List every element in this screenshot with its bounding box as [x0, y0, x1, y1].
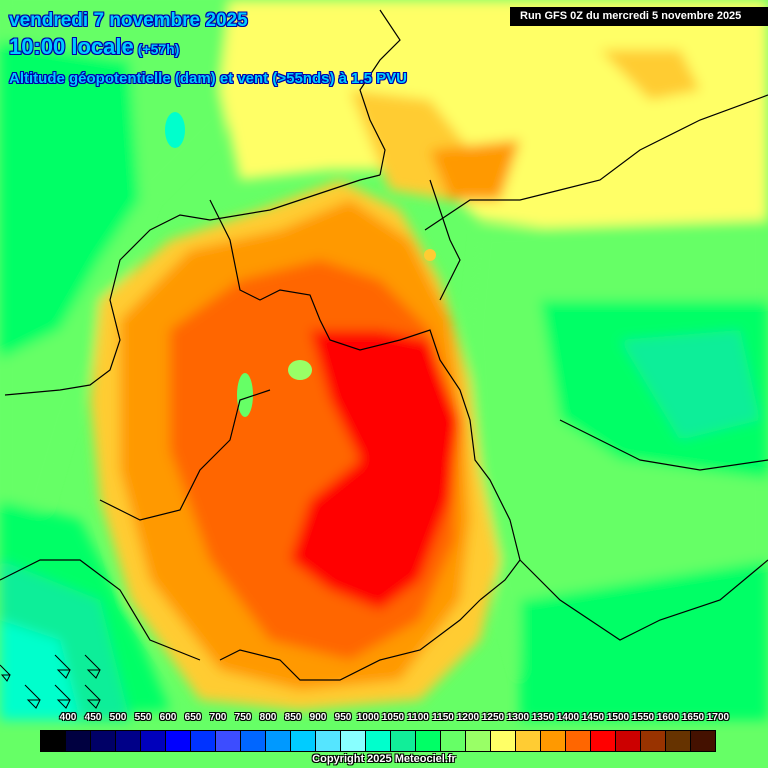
colorbar-label: 400: [59, 712, 77, 723]
forecast-time: 10:00 locale (+57h): [9, 34, 179, 60]
colorbar-label: 1100: [407, 712, 429, 723]
colorbar-label: 800: [259, 712, 277, 723]
colorbar-label: 900: [309, 712, 327, 723]
colorbar-cell: [566, 731, 591, 751]
colorbar-cell: [341, 731, 366, 751]
colorbar-label: 1350: [531, 712, 555, 723]
colorbar-cell: [166, 731, 191, 751]
colorbar-label: 1400: [556, 712, 580, 723]
colorbar-cell: [466, 731, 491, 751]
copyright: Copyright 2025 Meteociel.fr: [312, 753, 456, 765]
colorbar-label: 500: [109, 712, 127, 723]
colorbar-label: 1250: [481, 712, 505, 723]
colorbar-label: 1450: [581, 712, 605, 723]
colorbar-cell: [316, 731, 341, 751]
forecast-lead-time: (+57h): [137, 41, 180, 57]
colorbar-cell: [291, 731, 316, 751]
colorbar-label: 1700: [706, 712, 730, 723]
colorbar-label: 650: [184, 712, 202, 723]
colorbar-cell: [541, 731, 566, 751]
colorbar-cell: [41, 731, 66, 751]
colorbar-label: 950: [334, 712, 352, 723]
colorbar-label: 1550: [631, 712, 655, 723]
colorbar-label: 1600: [656, 712, 680, 723]
colorbar-cell: [666, 731, 691, 751]
colorbar-cell: [116, 731, 141, 751]
colorbar-cell: [241, 731, 266, 751]
model-run-label: Run GFS 0Z du mercredi 5 novembre 2025: [510, 7, 768, 26]
colorbar-cell: [66, 731, 91, 751]
colorbar-cell: [366, 731, 391, 751]
colorbar-label: 600: [159, 712, 177, 723]
map-description: Altitude géopotentielle (dam) et vent (>…: [9, 70, 407, 87]
colorbar-cell: [91, 731, 116, 751]
colorbar-label: 450: [84, 712, 102, 723]
colorbar-label: 750: [234, 712, 252, 723]
forecast-time-value: 10:00 locale: [9, 34, 134, 59]
colorbar-cell: [691, 731, 715, 751]
colorbar-cell: [641, 731, 666, 751]
colorbar-cell: [616, 731, 641, 751]
colorbar-cell: [591, 731, 616, 751]
colorbar-cell: [416, 731, 441, 751]
colorbar-cell: [216, 731, 241, 751]
colorbar-cell: [491, 731, 516, 751]
colorbar-cell: [391, 731, 416, 751]
colorbar-labels: 400 450 500 550 600 650 700 750 800 850 900 950 1000…: [40, 712, 729, 726]
forecast-date: vendredi 7 novembre 2025: [9, 10, 248, 31]
colorbar-label: 1650: [681, 712, 705, 723]
colorbar-cell: [141, 731, 166, 751]
colorbar-label: 700: [209, 712, 227, 723]
colorbar-cell: [516, 731, 541, 751]
colorbar-cell: [191, 731, 216, 751]
colorbar-label: 1300: [506, 712, 530, 723]
colorbar-label: 1150: [432, 712, 454, 723]
colorbar-label: 550: [134, 712, 152, 723]
colorbar-cell: [266, 731, 291, 751]
colorbar-label: 1500: [606, 712, 630, 723]
colorbar-label: 1200: [456, 712, 480, 723]
colorbar-label: 850: [284, 712, 302, 723]
colorbar: [40, 730, 716, 752]
colorbar-cell: [441, 731, 466, 751]
colorbar-label: 1000: [356, 712, 380, 723]
colorbar-label: 1050: [381, 712, 405, 723]
